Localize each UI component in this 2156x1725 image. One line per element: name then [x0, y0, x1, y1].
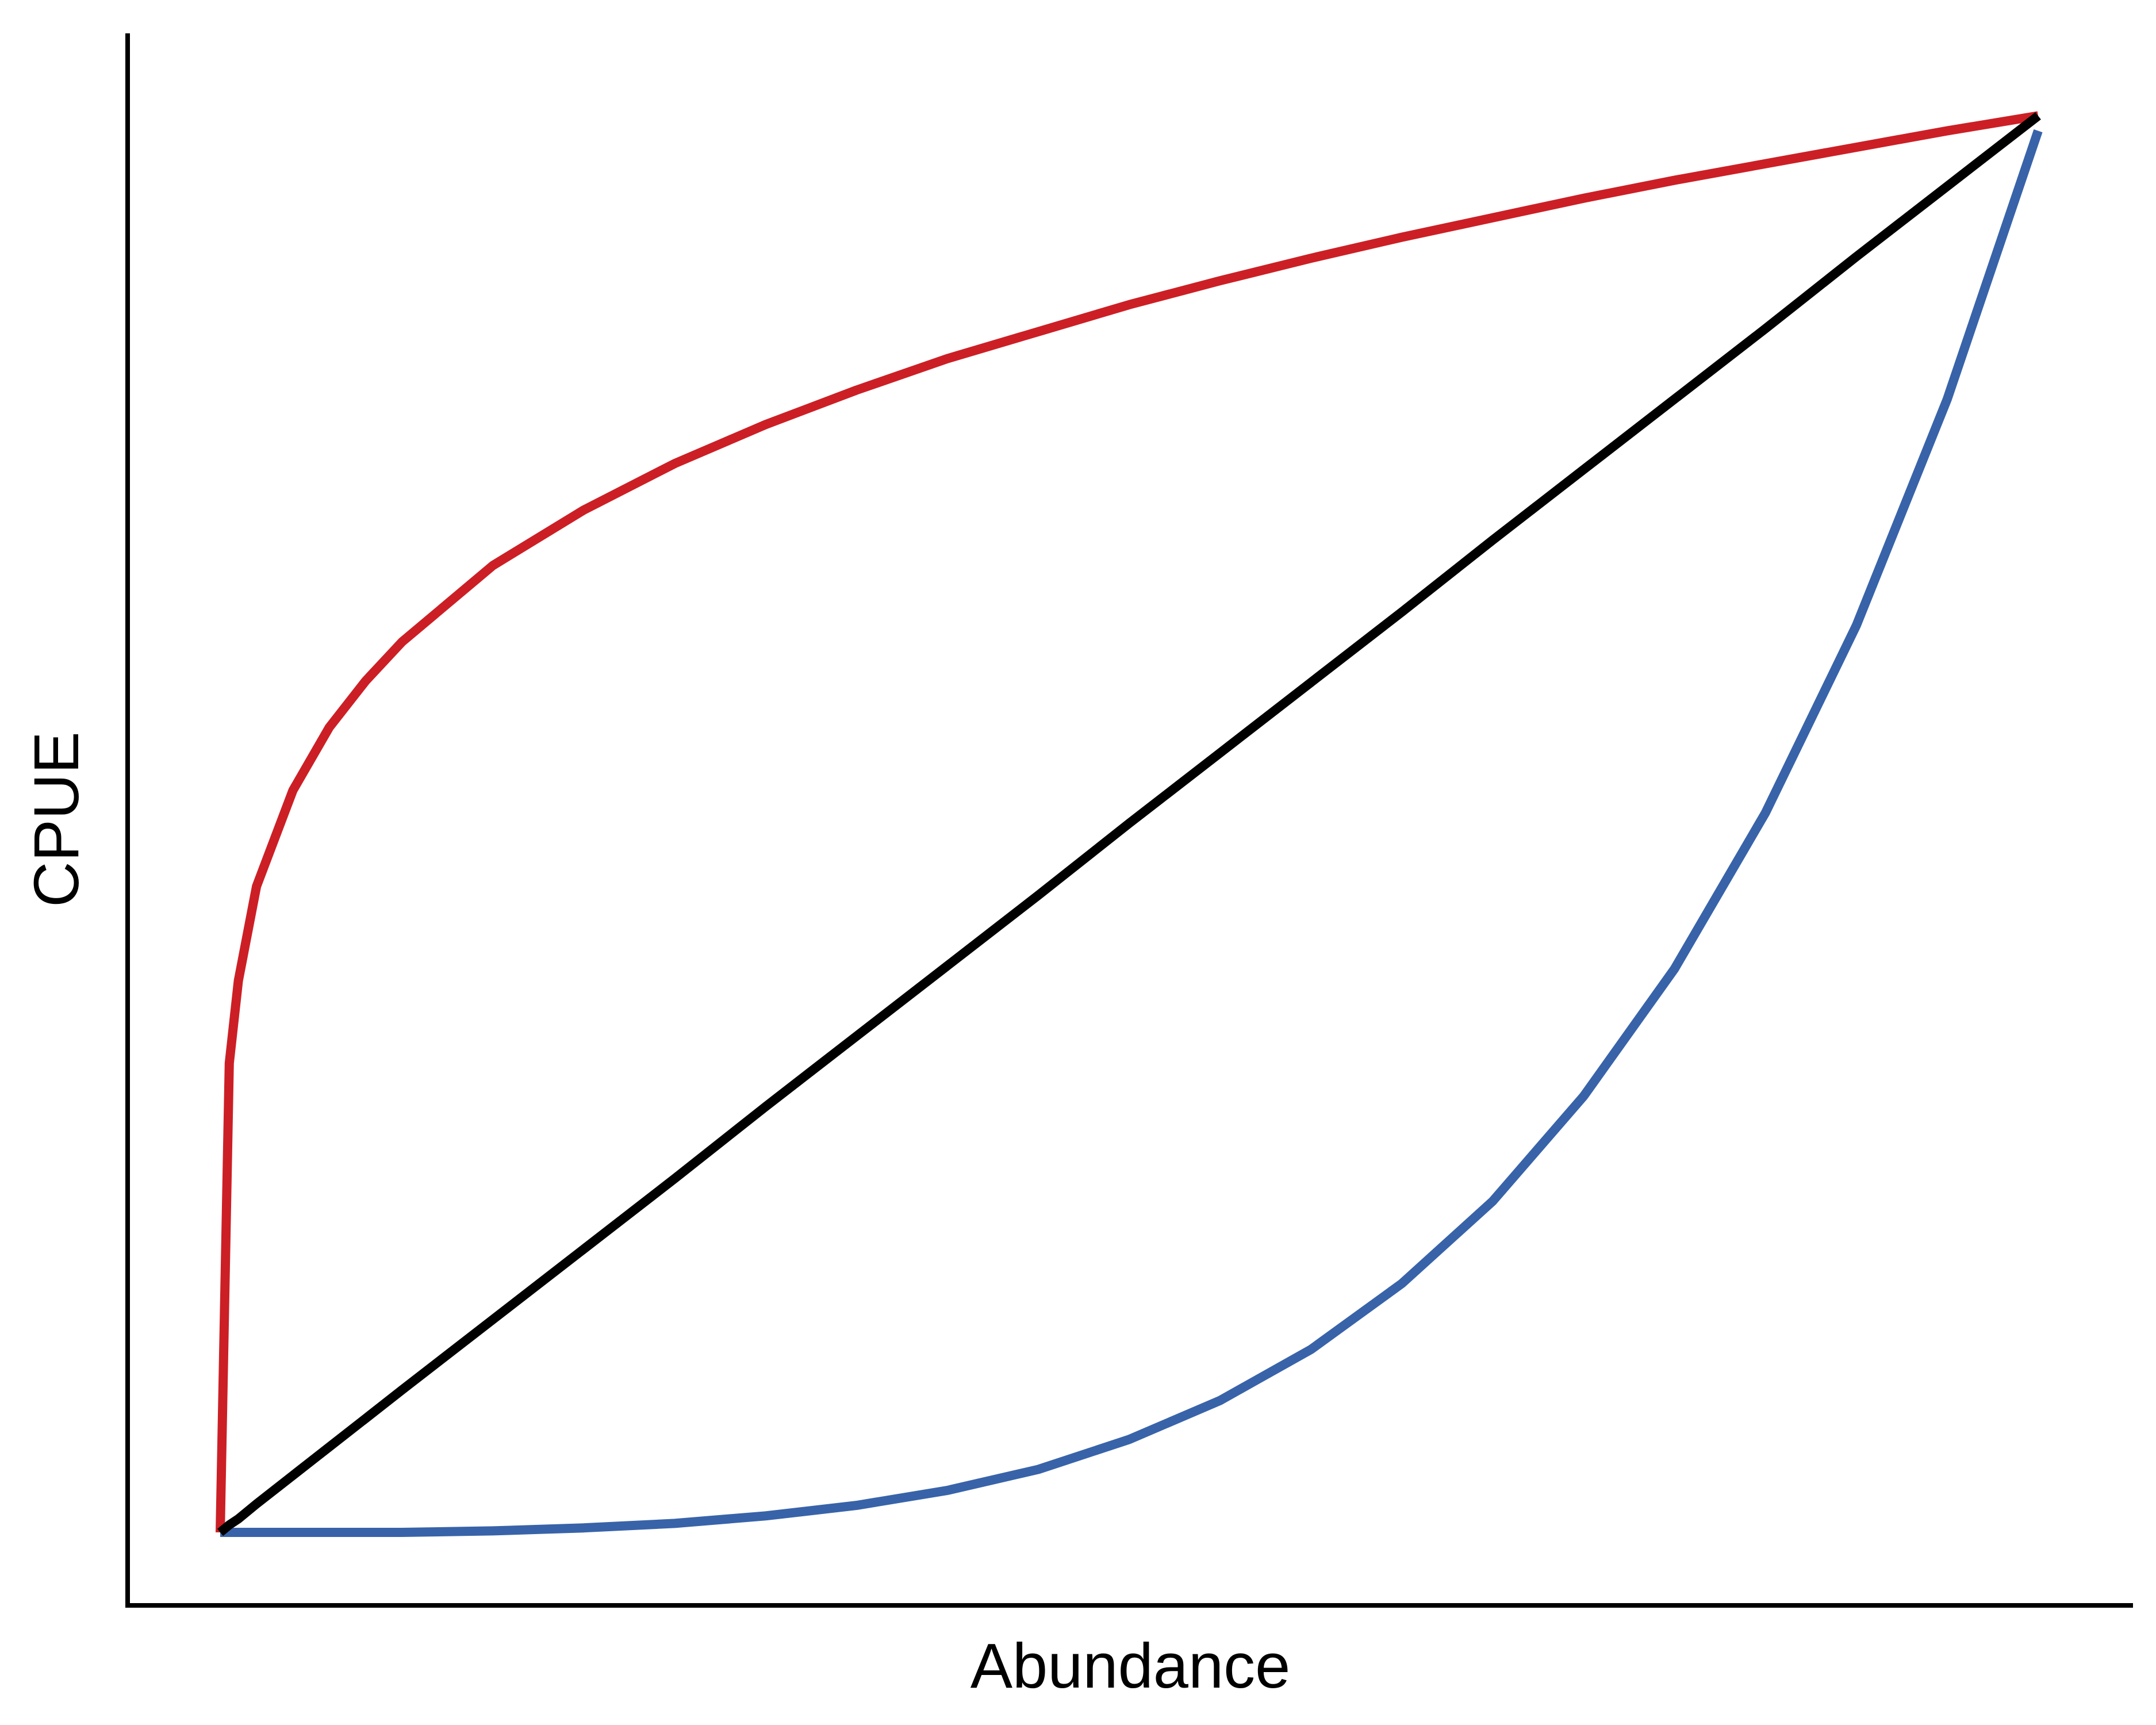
series-line-1 [216, 111, 2039, 1533]
x-axis-label: Abundance [970, 1631, 1291, 1701]
series-layer [216, 111, 2043, 1537]
series-line-3 [220, 129, 2043, 1537]
y-axis-label: CPUE [21, 731, 92, 907]
series-line-2 [217, 112, 2041, 1536]
